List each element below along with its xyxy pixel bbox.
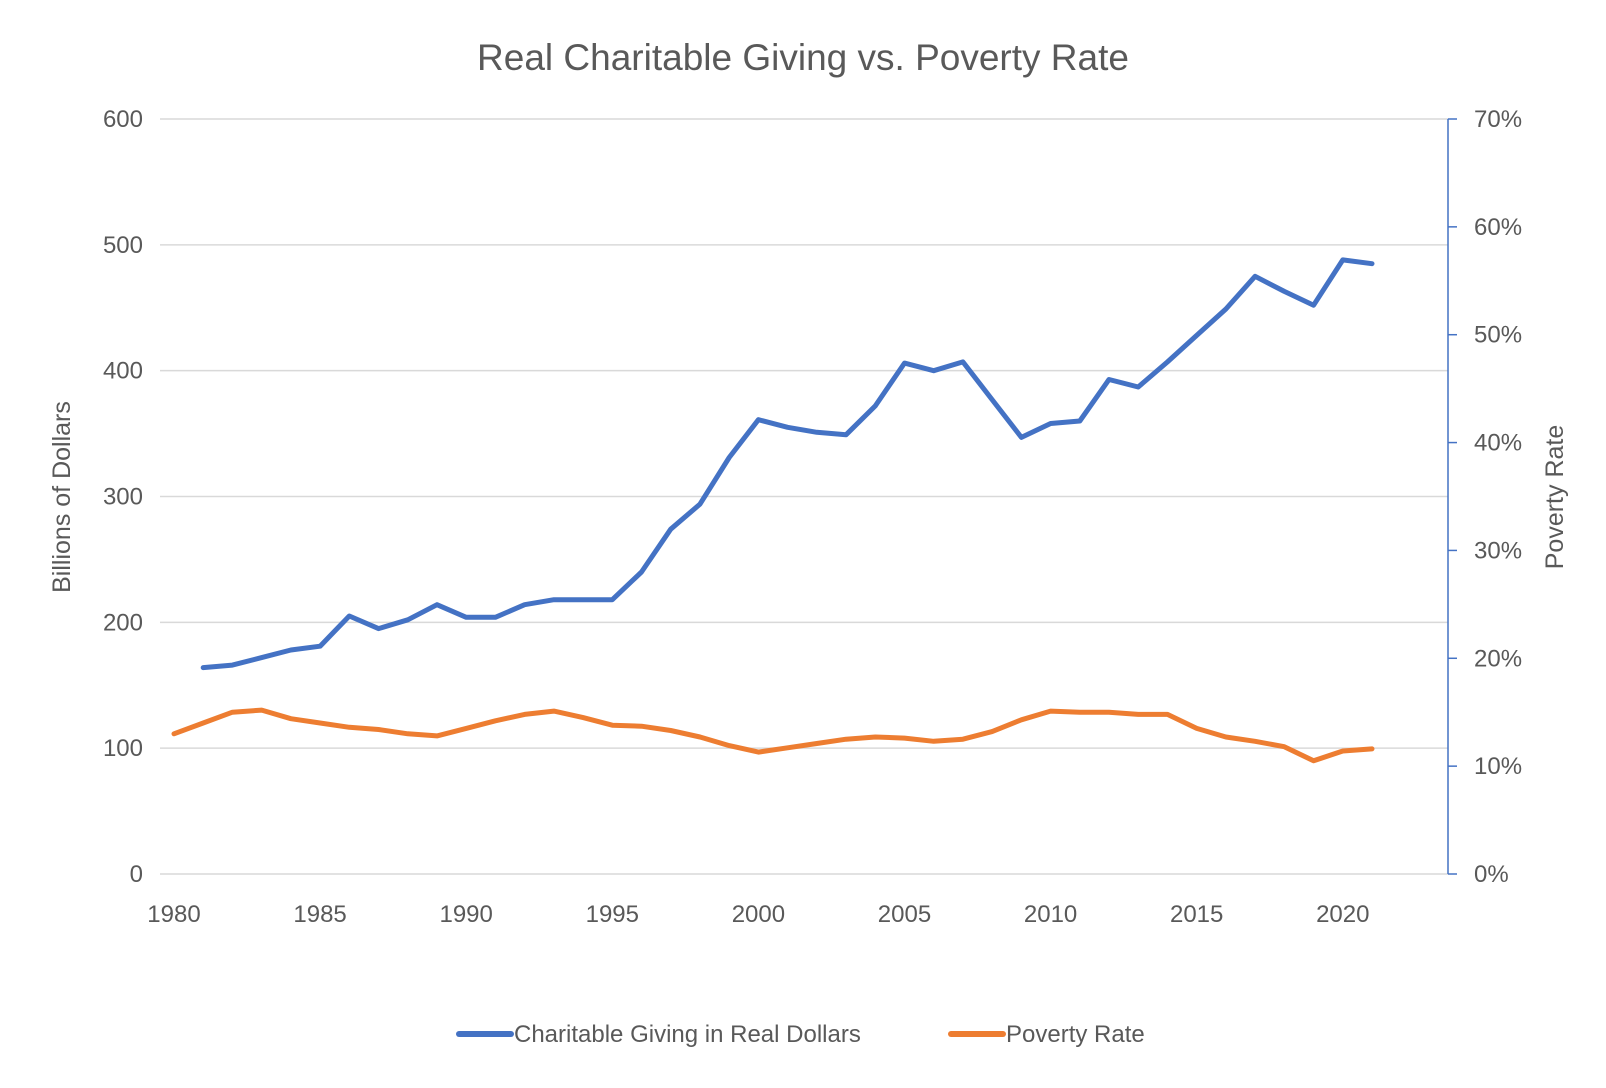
x-tick-label: 1980 (147, 901, 200, 928)
legend-label-poverty-rate[interactable]: Poverty Rate (1006, 1021, 1145, 1048)
x-tick-label: 1985 (293, 901, 346, 928)
series-line-charitable-giving (200, 257, 1375, 671)
right-axis-title: Poverty Rate (1541, 425, 1569, 570)
x-axis-ticks: 1980 1985 1990 1995 2000 2005 2010 2015 2020 (147, 901, 1369, 928)
y-tick-label: 200 (103, 609, 143, 636)
series-lines (171, 257, 1375, 764)
chart-title: Real Charitable Giving vs. Poverty Rate (477, 37, 1129, 78)
y2-tick-label: 70% (1474, 106, 1522, 133)
x-tick-label: 2000 (732, 901, 785, 928)
series-line-poverty-rate (171, 707, 1375, 764)
y-tick-label: 100 (103, 735, 143, 762)
y-tick-label: 300 (103, 484, 143, 511)
x-tick-label: 2020 (1316, 901, 1369, 928)
x-tick-label: 2010 (1024, 901, 1077, 928)
y-tick-label: 0 (130, 861, 143, 888)
series-line-poverty-rate-points (172, 708, 1375, 764)
left-axis-title: Billions of Dollars (48, 401, 76, 593)
x-tick-label: 1995 (586, 901, 639, 928)
left-axis-ticks: 0 100 200 300 400 500 600 (103, 106, 143, 888)
y-tick-label: 400 (103, 358, 143, 385)
y2-tick-label: 0% (1474, 861, 1509, 888)
series-line-charitable-giving-points (201, 257, 1375, 670)
x-tick-label: 2005 (878, 901, 931, 928)
y2-tick-label: 40% (1474, 430, 1522, 457)
y2-tick-label: 30% (1474, 537, 1522, 564)
y2-tick-label: 10% (1474, 753, 1522, 780)
y2-tick-label: 20% (1474, 645, 1522, 672)
x-tick-label: 2015 (1170, 901, 1223, 928)
y2-tick-label: 50% (1474, 322, 1522, 349)
gridlines (160, 118, 1448, 875)
legend: Charitable Giving in Real Dollars Povert… (456, 1021, 1145, 1048)
legend-label-charitable-giving[interactable]: Charitable Giving in Real Dollars (514, 1021, 861, 1048)
right-axis: 0% 10% 20% 30% 40% 50% 60% 70% (1447, 106, 1522, 888)
y-tick-label: 600 (103, 106, 143, 133)
y2-tick-label: 60% (1474, 214, 1522, 241)
y-tick-label: 500 (103, 232, 143, 259)
x-tick-label: 1990 (439, 901, 492, 928)
